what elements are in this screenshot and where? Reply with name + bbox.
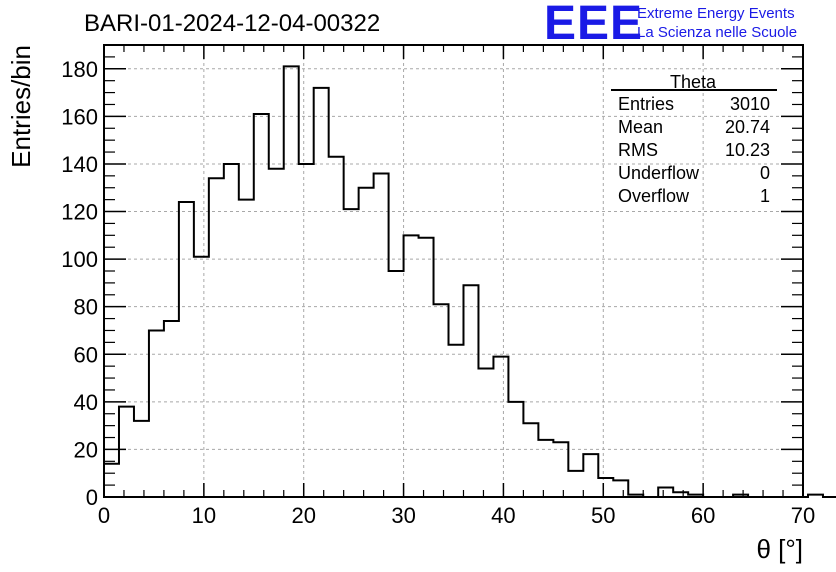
stats-title: Theta bbox=[670, 72, 717, 92]
stats-row-value: 0 bbox=[760, 163, 770, 183]
stats-row-label: Entries bbox=[618, 94, 674, 114]
axis-ticks bbox=[103, 44, 804, 498]
x-tick-label: 60 bbox=[691, 503, 715, 528]
stats-box: Theta Entries 3010 Mean 20.74 RMS 10.23 Underf… bbox=[611, 72, 777, 206]
chart-title: BARI-01-2024-12-04-00322 bbox=[84, 10, 381, 37]
x-tick-label: 30 bbox=[391, 503, 415, 528]
x-tick-label: 0 bbox=[98, 503, 110, 528]
x-tick-label: 10 bbox=[192, 503, 216, 528]
eee-logo: EEE bbox=[544, 0, 644, 50]
stats-row-label: Underflow bbox=[618, 163, 700, 183]
stats-row-value: 1 bbox=[760, 186, 770, 206]
grid-lines bbox=[104, 45, 803, 497]
y-axis-label: Entries/bin bbox=[6, 45, 36, 168]
stats-row-value: 20.74 bbox=[725, 117, 770, 137]
stats-row-label: RMS bbox=[618, 140, 658, 160]
x-tick-label: 50 bbox=[591, 503, 615, 528]
y-tick-label: 160 bbox=[61, 104, 98, 129]
y-tick-label: 60 bbox=[74, 342, 98, 367]
logo-caption-line1: Extreme Energy Events bbox=[637, 5, 795, 22]
stats-row-value: 3010 bbox=[730, 94, 770, 114]
y-tick-label: 40 bbox=[74, 390, 98, 415]
y-tick-label: 140 bbox=[61, 152, 98, 177]
y-tick-label: 80 bbox=[74, 295, 98, 320]
logo-caption-line2: La Scienza nelle Scuole bbox=[637, 24, 798, 41]
stats-row-label: Overflow bbox=[618, 186, 690, 206]
stats-row-value: 10.23 bbox=[725, 140, 770, 160]
x-tick-label: 20 bbox=[291, 503, 315, 528]
logo-caption: Extreme Energy Events La Scienza nelle S… bbox=[637, 4, 797, 42]
y-tick-label: 100 bbox=[61, 247, 98, 272]
stats-row-label: Mean bbox=[618, 117, 663, 137]
x-tick-label: 40 bbox=[491, 503, 515, 528]
histogram-series bbox=[103, 65, 836, 498]
y-tick-label: 120 bbox=[61, 200, 98, 225]
plot-frame bbox=[103, 44, 804, 498]
x-axis-label: θ [°] bbox=[756, 534, 803, 564]
x-tick-label: 70 bbox=[791, 503, 815, 528]
y-tick-label: 0 bbox=[86, 485, 98, 510]
y-tick-label: 180 bbox=[61, 57, 98, 82]
y-tick-label: 20 bbox=[74, 437, 98, 462]
